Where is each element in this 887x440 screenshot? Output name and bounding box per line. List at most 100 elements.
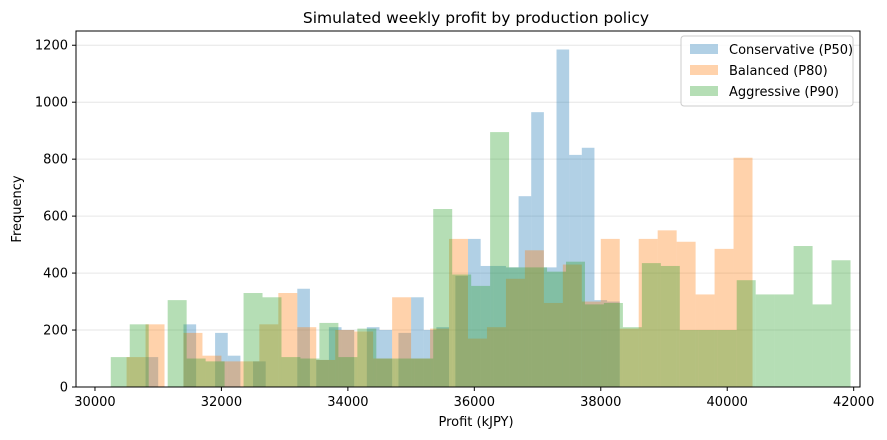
histogram-bar <box>449 238 468 387</box>
histogram-bar <box>379 330 393 387</box>
histogram-bar <box>183 324 197 387</box>
histogram-bar <box>278 293 298 387</box>
histogram-bar <box>566 261 585 387</box>
histogram-bar <box>581 147 595 387</box>
histogram-bar <box>227 355 241 387</box>
histogram-bar <box>145 357 159 387</box>
histogram-bar <box>243 293 263 387</box>
histogram-bar <box>505 267 519 387</box>
histogram-bar <box>316 359 336 387</box>
histogram-bar <box>638 238 658 387</box>
histogram-bar <box>259 324 279 387</box>
y-tick-label: 1200 <box>35 39 68 54</box>
histogram-bar <box>622 327 642 387</box>
histogram-bar <box>452 274 472 387</box>
y-tick-label: 400 <box>43 267 68 282</box>
histogram-bar <box>505 278 525 387</box>
histogram-bar <box>205 361 225 387</box>
legend-swatch <box>690 44 718 54</box>
legend: Conservative (P50) Balanced (P80) Aggressi… <box>680 35 854 107</box>
histogram-bar <box>183 332 203 387</box>
histogram-bar <box>774 294 794 387</box>
histogram-bar <box>531 112 544 387</box>
histogram-bar <box>262 297 282 387</box>
y-tick-label: 0 <box>60 381 68 396</box>
histogram-bar <box>297 288 310 387</box>
histogram-bar <box>354 331 374 387</box>
histogram-bar <box>414 358 434 387</box>
y-axis-title: Frequency <box>10 175 25 242</box>
y-tick-label: 600 <box>43 210 68 225</box>
legend-label: Aggressive (P90) <box>729 85 839 100</box>
histogram-bar <box>215 332 228 387</box>
histogram-bar <box>480 265 494 387</box>
x-tick-label: 34000 <box>327 395 368 410</box>
histogram-bar <box>430 328 450 387</box>
histogram-bar <box>812 304 832 387</box>
histogram-bar <box>221 361 241 387</box>
histogram-bar <box>679 330 699 387</box>
histogram-bar <box>562 264 582 387</box>
histogram-bar <box>167 300 187 387</box>
histogram-bar <box>316 359 329 387</box>
legend-label: Balanced (P80) <box>729 64 828 79</box>
histogram-bar <box>357 328 377 387</box>
histogram-bar <box>493 265 506 387</box>
histogram-bar <box>490 132 510 387</box>
histogram-bar <box>486 327 506 387</box>
histogram-bar <box>338 357 358 387</box>
histogram-bar <box>319 322 339 387</box>
histogram-bar <box>300 358 320 387</box>
histogram-bar <box>468 338 487 387</box>
histogram-bar <box>603 302 623 387</box>
histogram-bar <box>253 361 266 387</box>
histogram-bar <box>455 275 468 387</box>
histogram-bar <box>543 267 557 387</box>
histogram-bar <box>524 250 544 387</box>
histogram-bar <box>755 294 775 387</box>
y-tick-label: 800 <box>43 153 68 168</box>
histogram-bar <box>186 358 206 387</box>
histogram-bar <box>395 358 415 387</box>
y-axis: 0 200 400 600 800 1000 1200 <box>35 39 76 396</box>
legend-swatch <box>690 86 718 96</box>
x-tick-label: 40000 <box>707 395 748 410</box>
histogram-bar <box>129 324 149 387</box>
legend-label: Conservative (P50) <box>729 43 853 58</box>
histogram-bar <box>831 260 851 387</box>
histogram-bar <box>341 330 355 387</box>
histogram-bar <box>373 358 393 387</box>
histogram-bar <box>433 209 453 387</box>
x-tick-label: 30000 <box>74 395 115 410</box>
histogram-bar <box>717 330 737 387</box>
histogram-bar <box>547 271 566 387</box>
chart-title: Simulated weekly profit by production po… <box>303 9 649 27</box>
histogram-bar <box>411 297 424 387</box>
series-1-bars <box>126 157 753 387</box>
histogram-bar <box>556 49 570 388</box>
histogram-bar <box>468 238 481 387</box>
histogram-bar <box>695 294 715 387</box>
histogram-bar <box>392 297 412 387</box>
series-0-bars <box>145 49 620 388</box>
plot-area-frame <box>75 30 861 388</box>
histogram-bar <box>366 327 380 387</box>
x-tick-label: 36000 <box>454 395 495 410</box>
histogram-bar <box>398 332 412 387</box>
histogram-bar <box>600 238 620 387</box>
histogram-bar <box>543 302 563 387</box>
histogram-bar <box>471 285 491 387</box>
histogram-bar <box>328 327 342 387</box>
histogram-bar <box>698 330 718 387</box>
histogram-bar <box>126 357 146 387</box>
histogram-bar <box>660 265 680 387</box>
histogram-bar <box>436 327 450 387</box>
x-tick-label: 32000 <box>201 395 242 410</box>
histogram-bar <box>297 327 317 387</box>
histogram-bars <box>110 49 851 388</box>
histogram-bar <box>145 324 165 387</box>
legend-box <box>680 35 854 107</box>
x-axis: 30000 32000 34000 36000 38000 40000 42000 <box>74 387 874 410</box>
histogram-bar <box>423 330 437 387</box>
